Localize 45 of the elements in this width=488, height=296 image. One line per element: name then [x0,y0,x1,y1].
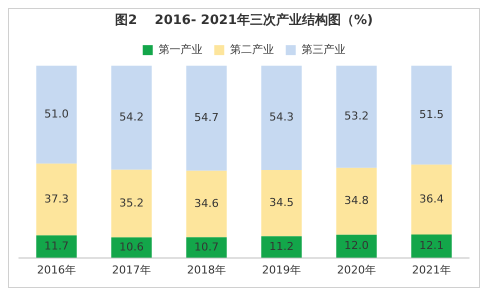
bar [411,164,452,235]
data-label: 35.2 [119,196,144,210]
bar [411,234,452,258]
data-label: 54.7 [194,111,219,124]
data-label: 11.7 [44,239,69,252]
bar [36,66,77,164]
bar [336,168,377,235]
bar [186,170,227,238]
data-label: 51.5 [419,108,444,121]
data-label: 54.2 [119,110,144,124]
data-label: 34.6 [194,196,219,210]
x-tick-label: 2018年 [187,263,226,276]
bar [111,170,152,238]
bar [336,66,377,168]
bar [111,66,152,170]
data-label: 12.1 [419,239,444,252]
bar [186,237,227,258]
data-label: 12.0 [344,239,369,252]
data-label: 34.8 [344,194,369,208]
x-tick-label: 2021年 [412,263,451,276]
bar [261,66,302,170]
bar [261,170,302,236]
x-tick-label: 2017年 [112,263,151,276]
chart-title: 图2 2016- 2021年三次产业结构图（%) [115,12,373,28]
data-label: 10.6 [119,240,144,254]
x-tick-label: 2016年 [37,263,76,276]
data-label: 10.7 [194,240,219,254]
bar [36,235,77,258]
data-label: 36.4 [419,192,444,206]
bar [411,66,452,165]
x-tick-label: 2020年 [337,263,376,276]
bar [336,234,377,258]
legend-label: 第二产业 [230,42,274,56]
data-label: 37.3 [44,192,69,206]
bar [36,164,77,236]
x-tick-label: 2019年 [262,263,301,276]
legend-label: 第三产业 [301,42,346,56]
bar [261,236,302,258]
data-label: 11.2 [269,240,294,253]
data-label: 53.2 [344,110,369,123]
data-label: 51.0 [44,107,69,120]
data-label: 34.5 [269,196,294,209]
bar [186,66,227,171]
data-label: 54.3 [269,110,294,124]
legend-label: 第一产业 [158,42,202,56]
